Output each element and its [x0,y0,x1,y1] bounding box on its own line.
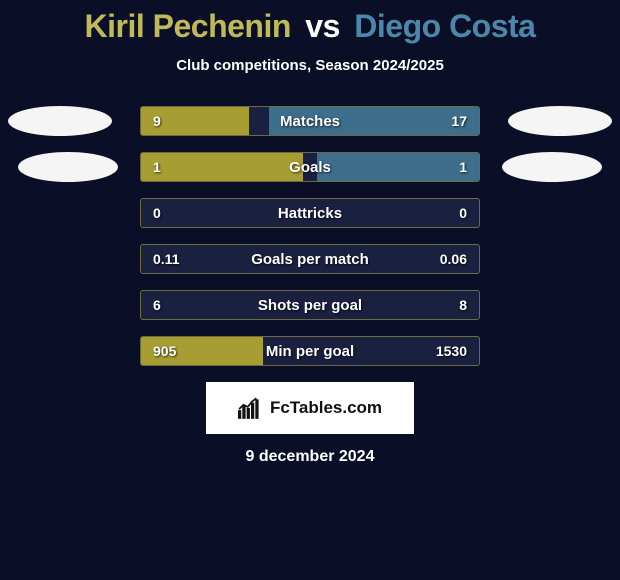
stat-value-right: 1530 [436,337,467,365]
stat-value-left: 0 [153,199,161,227]
stat-value-left: 905 [153,337,176,365]
stat-value-right: 0 [459,199,467,227]
stat-label: Goals [141,153,479,181]
stat-row: Hattricks0 0 [140,198,480,228]
player1-flag-2 [18,152,118,182]
stat-row: Goals1 1 [140,152,480,182]
brand-text: FcTables.com [270,398,382,418]
vs-text: vs [305,8,340,44]
stat-value-left: 6 [153,291,161,319]
stat-value-right: 1 [459,153,467,181]
stat-label: Matches [141,107,479,135]
stat-rows-container: Matches9 17 Goals1 1 Hattricks0 0 Goals per ma… [140,106,480,366]
stat-row: Shots per goal6 8 [140,290,480,320]
brand-chart-icon [238,397,264,419]
stat-row: Min per goal905 1530 [140,336,480,366]
comparison-title: Kiril Pechenin vs Diego Costa [0,0,620,45]
player2-flag-2 [502,152,602,182]
brand-badge: FcTables.com [206,382,414,434]
stat-value-left: 9 [153,107,161,135]
stat-label: Hattricks [141,199,479,227]
snapshot-date: 9 december 2024 [0,448,620,466]
subtitle: Club competitions, Season 2024/2025 [0,57,620,74]
stat-value-right: 0.06 [440,245,467,273]
stat-value-right: 17 [451,107,467,135]
player1-name: Kiril Pechenin [85,8,291,44]
stat-row: Matches9 17 [140,106,480,136]
stat-value-right: 8 [459,291,467,319]
stat-label: Goals per match [141,245,479,273]
player2-flag-1 [508,106,612,136]
stat-value-left: 0.11 [153,245,179,273]
stat-label: Shots per goal [141,291,479,319]
stat-label: Min per goal [141,337,479,365]
stat-row: Goals per match0.11 0.06 [140,244,480,274]
player1-flag-1 [8,106,112,136]
player2-name: Diego Costa [354,8,535,44]
stats-board: Matches9 17 Goals1 1 Hattricks0 0 Goals per ma… [0,106,620,366]
stat-value-left: 1 [153,153,161,181]
